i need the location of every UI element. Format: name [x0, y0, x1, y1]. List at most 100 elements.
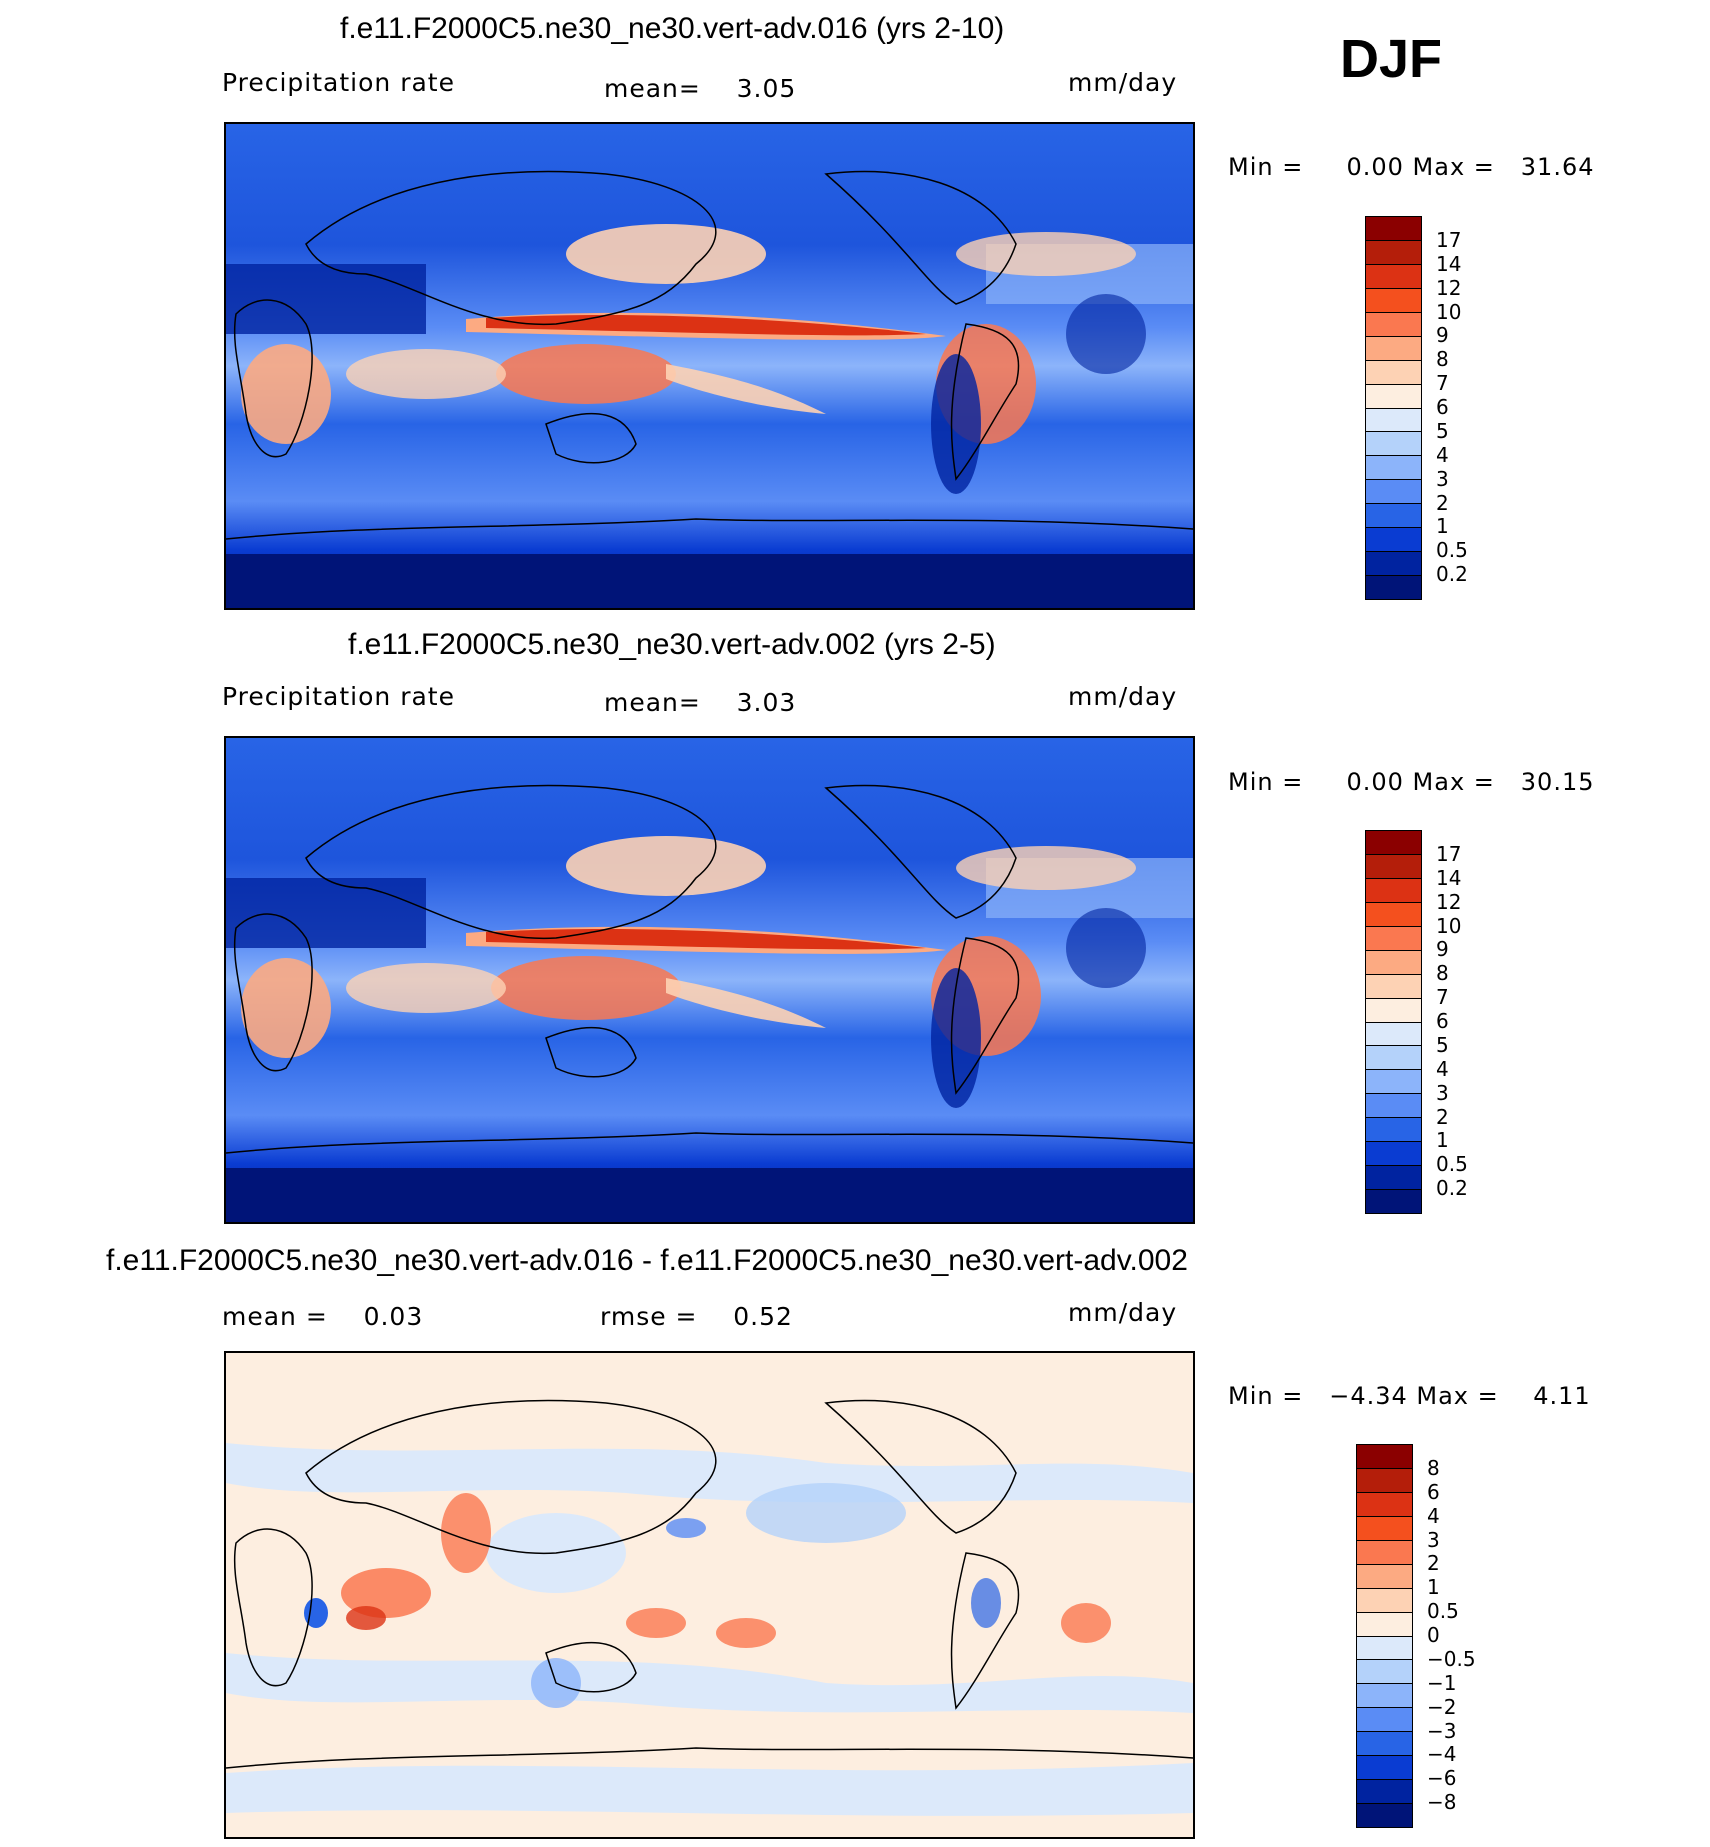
colorbar-tick-label: 10 [1436, 299, 1462, 324]
colorbar-tick-label: 2 [1436, 1104, 1449, 1129]
colorbar-tick-label: 5 [1436, 1032, 1449, 1057]
colorbar-segment [1366, 1022, 1421, 1047]
colorbar-segment [1366, 1046, 1421, 1071]
mean-value: mean = 0.03 [222, 1302, 424, 1331]
colorbar-segment [1357, 1708, 1412, 1733]
colorbar-segment [1366, 408, 1421, 433]
colorbar-segment [1357, 1684, 1412, 1709]
colorbar-segment [1366, 217, 1421, 241]
colorbar-segment [1357, 1564, 1412, 1589]
min-max-label: Min = 0.00 Max = 30.15 [1228, 768, 1595, 796]
colorbar-segment [1366, 456, 1421, 481]
colorbar-segment [1366, 312, 1421, 337]
colorbar [1356, 1444, 1413, 1828]
colorbar-tick-label: 12 [1436, 889, 1462, 914]
units-label: mm/day [1068, 682, 1178, 711]
colorbar-tick-label: 8 [1436, 347, 1449, 372]
colorbar-tick-label: 0.2 [1436, 562, 1468, 587]
min-max-label: Min = −4.34 Max = 4.11 [1228, 1382, 1591, 1410]
colorbar-segment [1366, 480, 1421, 505]
colorbar [1365, 830, 1422, 1214]
colorbar-tick-label: 4 [1436, 1056, 1449, 1081]
colorbar-tick-label: 9 [1436, 323, 1449, 348]
colorbar-segment [1366, 1142, 1421, 1167]
colorbar-segment [1366, 1118, 1421, 1143]
colorbar-segment [1366, 878, 1421, 903]
min-max-label: Min = 0.00 Max = 31.64 [1228, 153, 1595, 181]
colorbar-tick-label: 1 [1436, 1128, 1449, 1153]
field-name: Precipitation rate [222, 68, 455, 97]
colorbar-segment [1357, 1492, 1412, 1517]
map-field-graphic [226, 1353, 1193, 1837]
colorbar-tick-label: 1 [1427, 1575, 1440, 1600]
colorbar-tick-label: 14 [1436, 865, 1462, 890]
colorbar-tick-label: −3 [1427, 1718, 1457, 1743]
colorbar [1365, 216, 1422, 600]
colorbar-tick-label: 0.2 [1436, 1176, 1468, 1201]
colorbar-segment [1357, 1732, 1412, 1757]
precipitation-map [224, 736, 1195, 1224]
colorbar-segment [1366, 998, 1421, 1023]
colorbar-segment [1357, 1588, 1412, 1613]
field-name: Precipitation rate [222, 682, 455, 711]
colorbar-segment [1366, 504, 1421, 529]
colorbar-segment [1366, 384, 1421, 409]
colorbar-tick-label: 10 [1436, 913, 1462, 938]
colorbar-tick-label: 17 [1436, 841, 1462, 866]
rmse-value: rmse = 0.52 [600, 1302, 793, 1331]
colorbar-segment [1366, 528, 1421, 553]
colorbar-tick-label: −8 [1427, 1790, 1457, 1815]
colorbar-segment [1366, 552, 1421, 577]
colorbar-segment [1366, 1166, 1421, 1191]
season-label: DJF [1340, 29, 1443, 89]
colorbar-segment [1357, 1540, 1412, 1565]
panel-title: f.e11.F2000C5.ne30_ne30.vert-adv.016 - f… [106, 1244, 1188, 1277]
colorbar-tick-label: 14 [1436, 251, 1462, 276]
colorbar-segment [1366, 576, 1421, 599]
colorbar-tick-label: 0 [1427, 1623, 1440, 1647]
colorbar-tick-label: 2 [1436, 490, 1449, 515]
colorbar-tick-label: −2 [1427, 1694, 1457, 1719]
colorbar-segment [1366, 1094, 1421, 1119]
colorbar-tick-label: 6 [1436, 395, 1449, 419]
colorbar-segment [1366, 1070, 1421, 1095]
colorbar-tick-label: 12 [1436, 275, 1462, 300]
panel-title: f.e11.F2000C5.ne30_ne30.vert-adv.002 (yr… [348, 628, 996, 661]
colorbar-tick-label: 8 [1436, 961, 1449, 986]
colorbar-tick-label: 0.5 [1436, 1152, 1468, 1177]
colorbar-segment [1357, 1445, 1412, 1469]
colorbar-segment [1366, 336, 1421, 361]
colorbar-tick-label: 4 [1427, 1503, 1440, 1528]
colorbar-tick-label: 6 [1436, 1009, 1449, 1033]
colorbar-segment [1366, 902, 1421, 927]
units-label: mm/day [1068, 1298, 1178, 1327]
colorbar-tick-label: −6 [1427, 1766, 1457, 1791]
colorbar-segment [1366, 831, 1421, 855]
colorbar-segment [1357, 1516, 1412, 1541]
colorbar-segment [1366, 432, 1421, 457]
colorbar-segment [1357, 1756, 1412, 1781]
colorbar-segment [1366, 926, 1421, 951]
colorbar-segment [1357, 1660, 1412, 1685]
units-label: mm/day [1068, 68, 1178, 97]
colorbar-tick-label: 3 [1436, 466, 1449, 491]
colorbar-segment [1357, 1780, 1412, 1805]
colorbar-tick-label: 7 [1436, 985, 1449, 1010]
map-field-graphic [226, 738, 1193, 1222]
colorbar-tick-label: 0.5 [1436, 538, 1468, 563]
colorbar-tick-label: 2 [1427, 1551, 1440, 1576]
map-field-graphic [226, 124, 1193, 608]
colorbar-segment [1366, 974, 1421, 999]
panel-title: f.e11.F2000C5.ne30_ne30.vert-adv.016 (yr… [340, 12, 1005, 45]
precipitation-map [224, 122, 1195, 610]
colorbar-segment [1357, 1612, 1412, 1637]
colorbar-tick-label: −0.5 [1427, 1646, 1476, 1671]
colorbar-tick-label: 17 [1436, 227, 1462, 252]
colorbar-tick-label: 7 [1436, 371, 1449, 396]
colorbar-tick-label: 9 [1436, 937, 1449, 962]
colorbar-segment [1366, 360, 1421, 385]
colorbar-segment [1366, 240, 1421, 265]
colorbar-tick-label: 4 [1436, 442, 1449, 467]
colorbar-segment [1366, 950, 1421, 975]
colorbar-segment [1357, 1636, 1412, 1661]
